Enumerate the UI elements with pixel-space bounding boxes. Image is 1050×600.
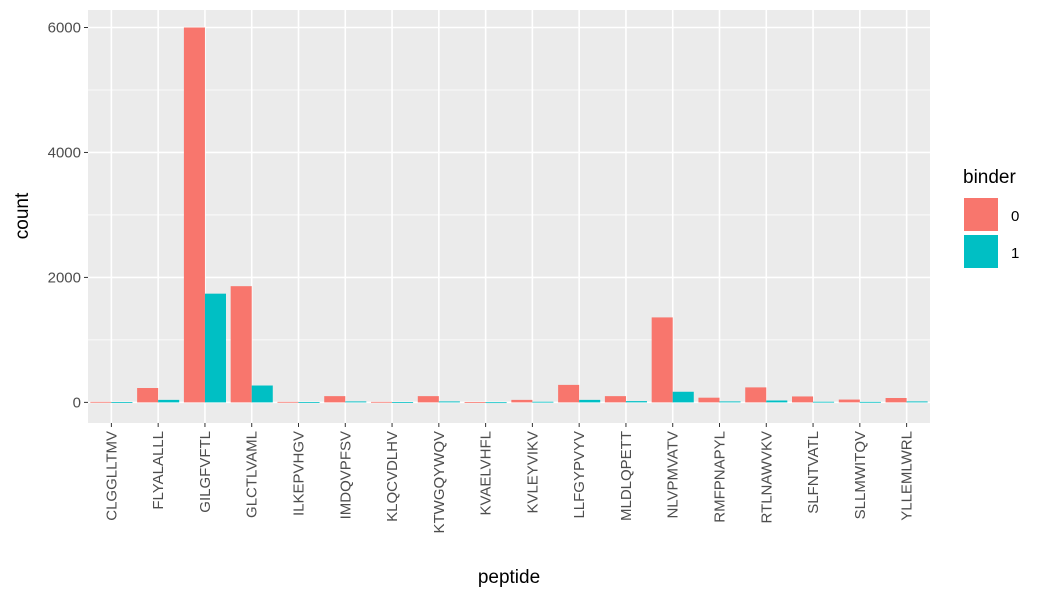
bar-IMDQVPFSV-binder-1 bbox=[345, 401, 367, 403]
bar-GLCTLVAML-binder-1 bbox=[251, 385, 273, 403]
bar-IMDQVPFSV-binder-0 bbox=[324, 396, 346, 403]
bar-RTLNAWVKV-binder-0 bbox=[745, 387, 767, 403]
bar-RMFPNAPYL-binder-1 bbox=[719, 401, 741, 403]
bar-CLGGLLTMV-binder-0 bbox=[90, 401, 112, 403]
y-tick-label: 6000 bbox=[48, 19, 81, 36]
bar-MLDLQPETT-binder-1 bbox=[625, 401, 647, 403]
bar-KLQCVDLHV-binder-0 bbox=[371, 401, 393, 403]
bar-LLFGYPVYV-binder-1 bbox=[579, 399, 601, 403]
x-tick-label: KTWGQYWQV bbox=[431, 431, 448, 534]
x-tick-label: YLLEMLWRL bbox=[899, 431, 916, 521]
bar-CLGGLLTMV-binder-1 bbox=[111, 402, 133, 403]
legend-key-0 bbox=[964, 198, 998, 231]
bar-SLFNTVATL-binder-0 bbox=[792, 396, 814, 403]
bars bbox=[90, 27, 928, 404]
bar-LLFGYPVYV-binder-0 bbox=[558, 384, 580, 403]
x-axis: CLGGLLTMV FLYALALLL GILGFVFTL GLCTLVAML ILKE… bbox=[103, 423, 916, 534]
bar-GILGFVFTL-binder-0 bbox=[183, 27, 205, 403]
bar-KLQCVDLHV-binder-1 bbox=[392, 402, 414, 403]
legend: binder 0 1 bbox=[963, 167, 1019, 268]
x-tick-label: SLLMWITQV bbox=[852, 431, 869, 519]
bar-RTLNAWVKV-binder-1 bbox=[766, 400, 788, 403]
x-tick-label: KVAELVHFL bbox=[478, 431, 495, 515]
bar-KVAELVHFL-binder-0 bbox=[464, 402, 486, 403]
x-tick-label: NLVPMVATV bbox=[665, 431, 682, 519]
y-tick-label: 4000 bbox=[48, 144, 81, 161]
bar-GLCTLVAML-binder-0 bbox=[230, 286, 252, 403]
y-tick-label: 0 bbox=[73, 394, 81, 411]
bar-NLVPMVATV-binder-0 bbox=[651, 317, 673, 403]
y-axis-title: count bbox=[12, 192, 33, 239]
y-axis: 0 2000 4000 6000 bbox=[48, 19, 88, 411]
bar-SLLMWITQV-binder-0 bbox=[838, 399, 860, 403]
x-tick-label: ILKEPVHGV bbox=[291, 431, 308, 516]
bar-KVLEYVIKV-binder-1 bbox=[532, 401, 554, 403]
bar-GILGFVFTL-binder-1 bbox=[204, 293, 226, 403]
x-tick-label: GLCTLVAML bbox=[244, 431, 261, 518]
x-tick-label: FLYALALLL bbox=[150, 431, 167, 510]
panel-background bbox=[88, 10, 930, 423]
bar-KTWGQYWQV-binder-1 bbox=[438, 401, 460, 403]
bar-FLYALALLL-binder-1 bbox=[158, 399, 180, 403]
bar-MLDLQPETT-binder-0 bbox=[604, 396, 626, 403]
x-tick-label: RMFPNAPYL bbox=[712, 431, 729, 523]
bar-NLVPMVATV-binder-1 bbox=[672, 391, 694, 403]
x-tick-label: LLFGYPVYV bbox=[571, 431, 588, 519]
bar-RMFPNAPYL-binder-0 bbox=[698, 397, 720, 403]
x-tick-label: CLGGLLTMV bbox=[103, 431, 120, 521]
x-tick-label: KLQCVDLHV bbox=[384, 431, 401, 522]
bar-ILKEPVHGV-binder-1 bbox=[298, 402, 320, 403]
x-tick-label: KVLEYVIKV bbox=[524, 431, 541, 514]
x-tick-label: IMDQVPFSV bbox=[337, 431, 354, 519]
bar-SLFNTVATL-binder-1 bbox=[813, 401, 835, 403]
legend-label-0: 0 bbox=[1011, 208, 1019, 225]
bar-ILKEPVHGV-binder-0 bbox=[277, 401, 299, 403]
bar-KVLEYVIKV-binder-0 bbox=[511, 399, 533, 403]
x-tick-label: SLFNTVATL bbox=[805, 431, 822, 514]
bar-YLLEMLWRL-binder-1 bbox=[906, 401, 928, 403]
x-tick-label: RTLNAWVKV bbox=[758, 431, 775, 524]
legend-key-1 bbox=[964, 235, 998, 268]
x-axis-title: peptide bbox=[478, 567, 540, 588]
legend-label-1: 1 bbox=[1011, 245, 1019, 262]
legend-title: binder bbox=[963, 167, 1016, 188]
bar-KTWGQYWQV-binder-0 bbox=[417, 396, 439, 403]
bar-SLLMWITQV-binder-1 bbox=[859, 401, 881, 403]
bar-YLLEMLWRL-binder-0 bbox=[885, 398, 907, 403]
x-tick-label: GILGFVFTL bbox=[197, 431, 214, 513]
x-tick-label: MLDLQPETT bbox=[618, 431, 635, 521]
y-tick-label: 2000 bbox=[48, 269, 81, 286]
bar-FLYALALLL-binder-0 bbox=[137, 388, 159, 403]
bar-KVAELVHFL-binder-1 bbox=[485, 402, 507, 404]
